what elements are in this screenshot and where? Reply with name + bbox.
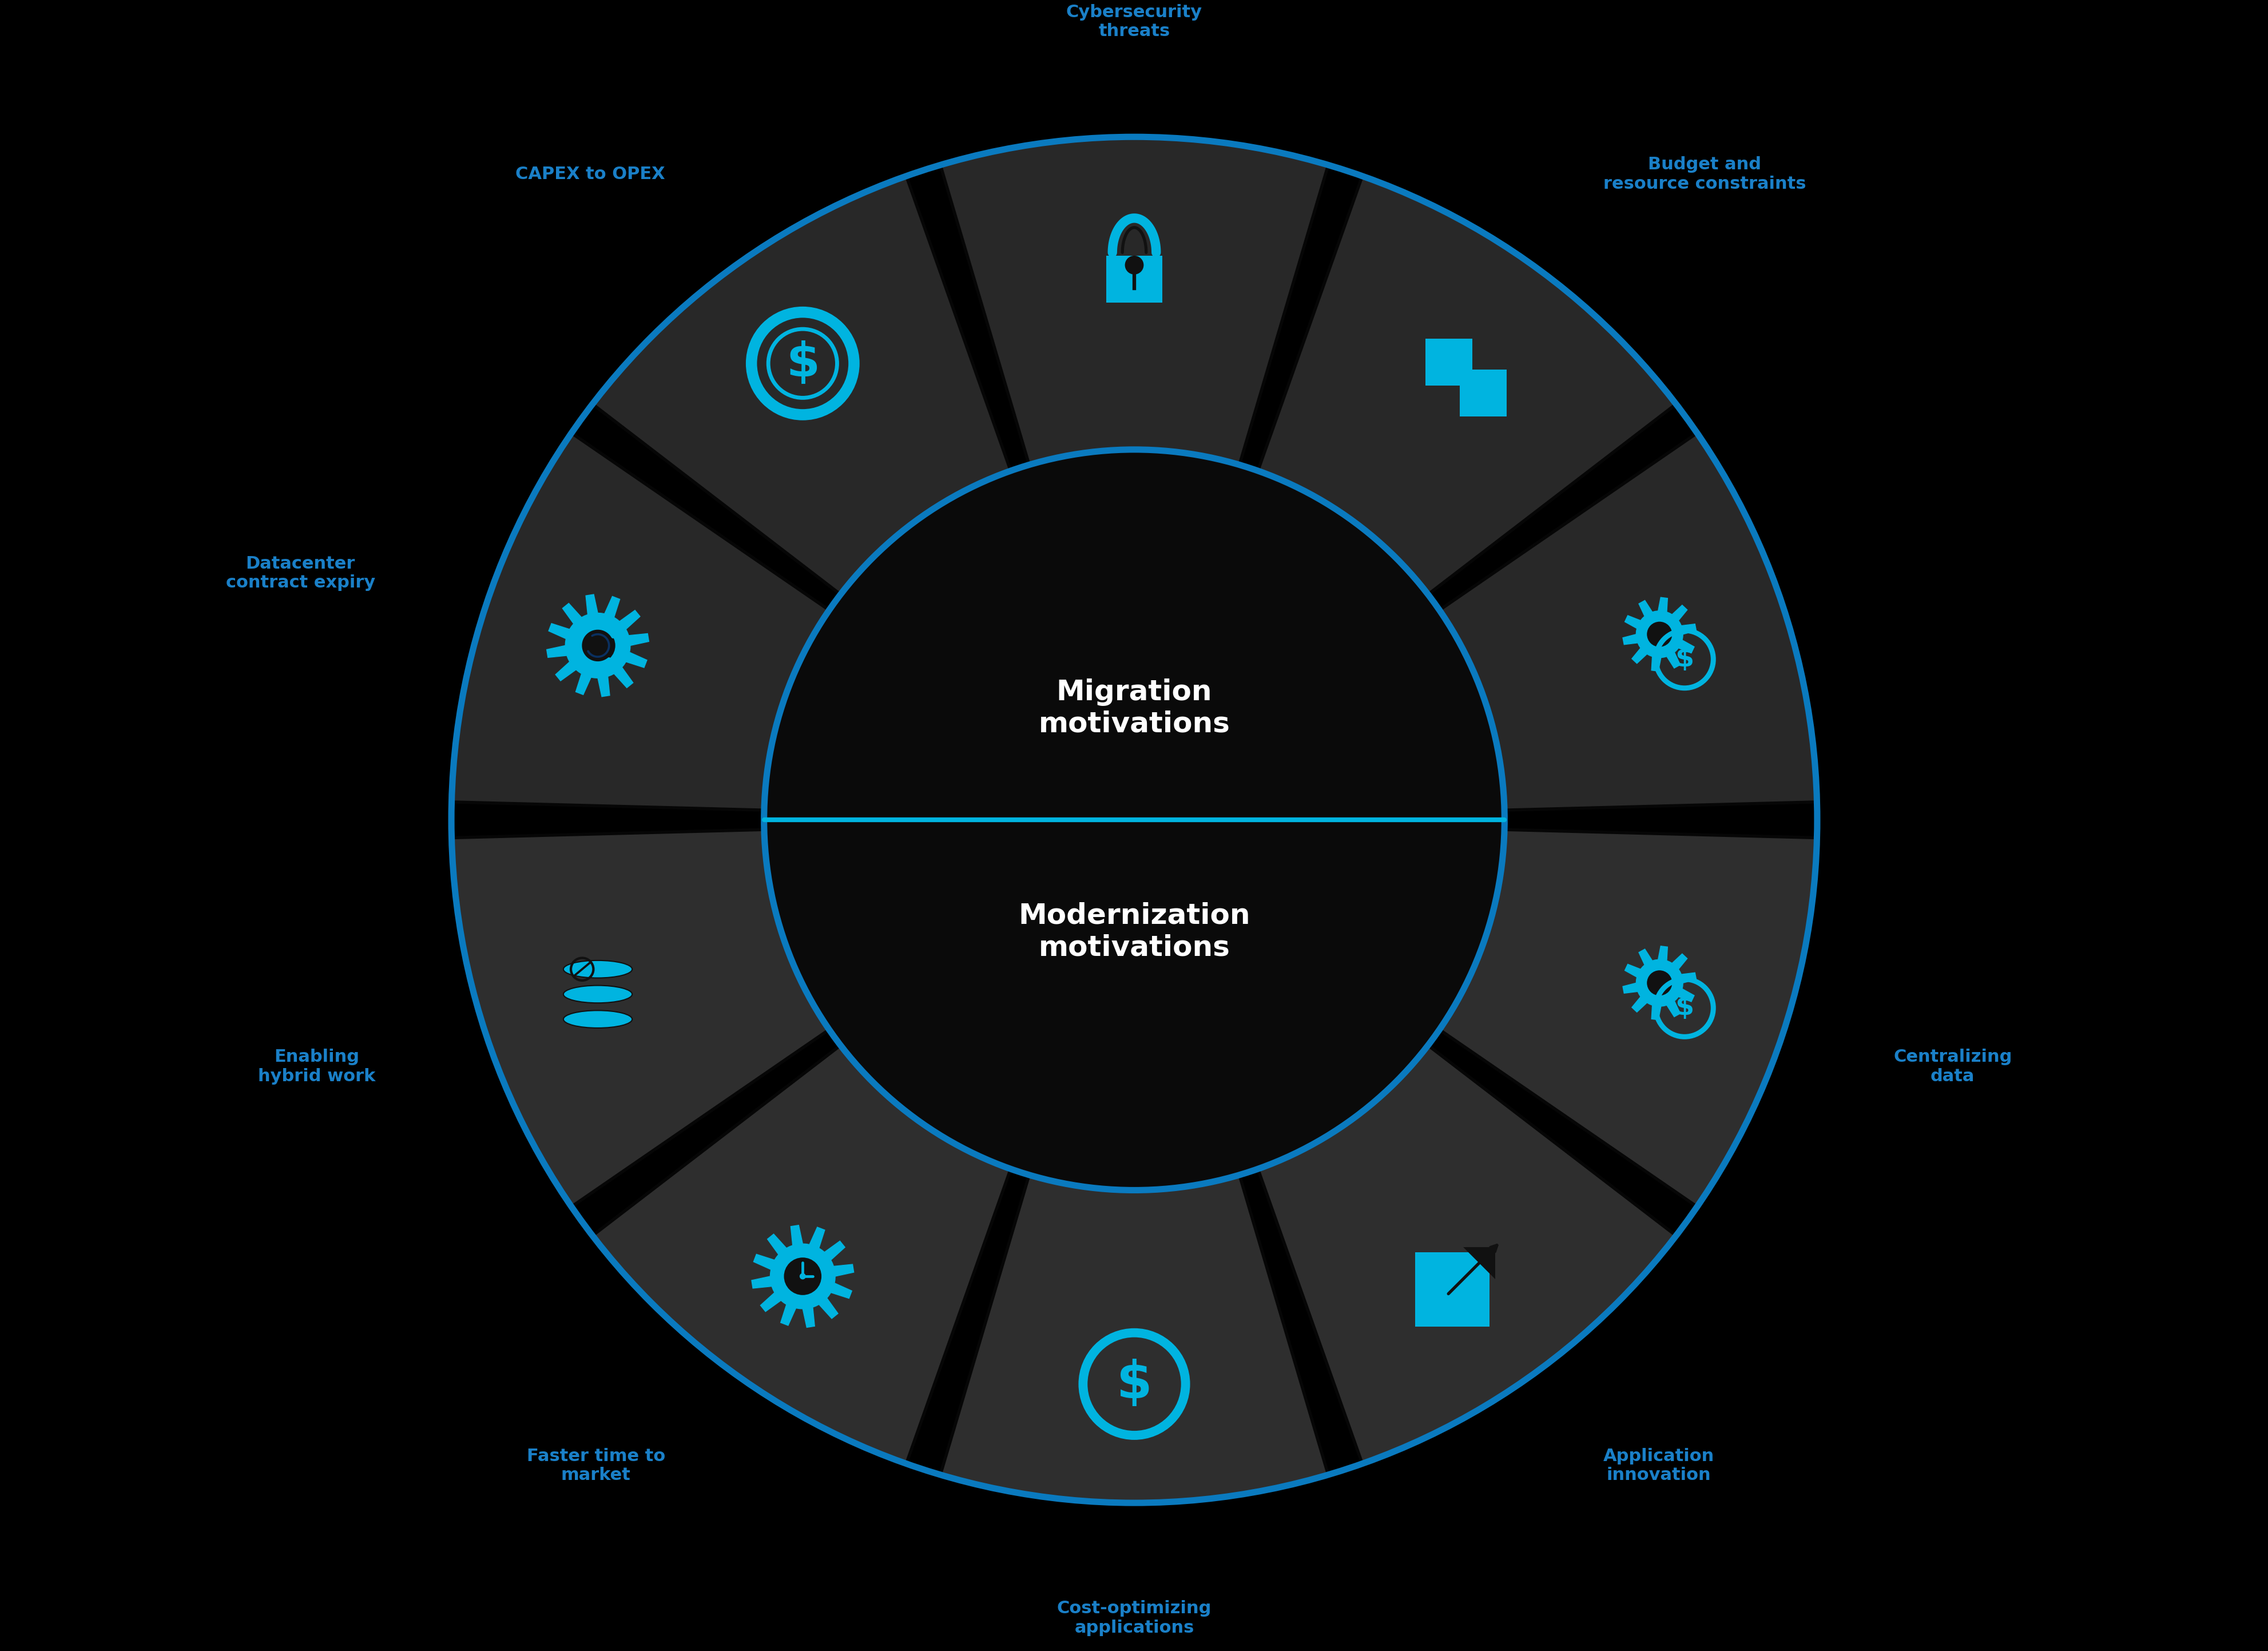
Text: $: $ [1674,647,1694,672]
Text: Datacenter
contract expiry: Datacenter contract expiry [227,555,374,591]
Wedge shape [1440,829,1817,1207]
Wedge shape [451,829,828,1207]
Wedge shape [592,1045,1012,1464]
Circle shape [1647,971,1672,996]
Wedge shape [941,1176,1327,1502]
Wedge shape [592,177,1012,594]
Text: Modernization
motivations: Modernization motivations [1018,901,1250,961]
Circle shape [581,627,615,664]
Ellipse shape [562,986,633,1002]
Text: Faster time to
market: Faster time to market [526,1448,665,1484]
Polygon shape [1622,946,1696,1020]
Bar [1415,1253,1490,1327]
Text: Enabling
hybrid work: Enabling hybrid work [259,1048,374,1085]
Wedge shape [1256,1045,1676,1464]
Text: Centralizing
data: Centralizing data [1894,1048,2012,1085]
Text: Migration
motivations: Migration motivations [1039,679,1229,738]
Bar [1107,256,1161,302]
Text: $: $ [785,340,819,386]
Text: $: $ [1674,996,1694,1020]
Text: Application
innovation: Application innovation [1603,1448,1715,1484]
Text: Budget and
resource constraints: Budget and resource constraints [1603,157,1805,192]
Ellipse shape [562,961,633,977]
Wedge shape [451,433,828,811]
Polygon shape [751,1225,853,1327]
Circle shape [798,1273,805,1280]
Text: CAPEX to OPEX: CAPEX to OPEX [515,165,665,182]
Bar [1424,338,1472,385]
Wedge shape [1256,177,1676,594]
Polygon shape [547,594,649,697]
Text: $: $ [1116,1359,1152,1410]
Circle shape [764,449,1504,1190]
Text: Cost-optimizing
applications: Cost-optimizing applications [1057,1600,1211,1636]
Text: Cybersecurity
threats: Cybersecurity threats [1066,3,1202,40]
Polygon shape [1463,1247,1495,1280]
Circle shape [1125,256,1143,274]
Wedge shape [941,137,1327,466]
Circle shape [785,1258,821,1294]
Circle shape [1647,622,1672,647]
Wedge shape [1440,433,1817,811]
Polygon shape [1622,598,1696,672]
Circle shape [785,1258,821,1294]
Bar [1458,370,1506,416]
Ellipse shape [562,1010,633,1029]
